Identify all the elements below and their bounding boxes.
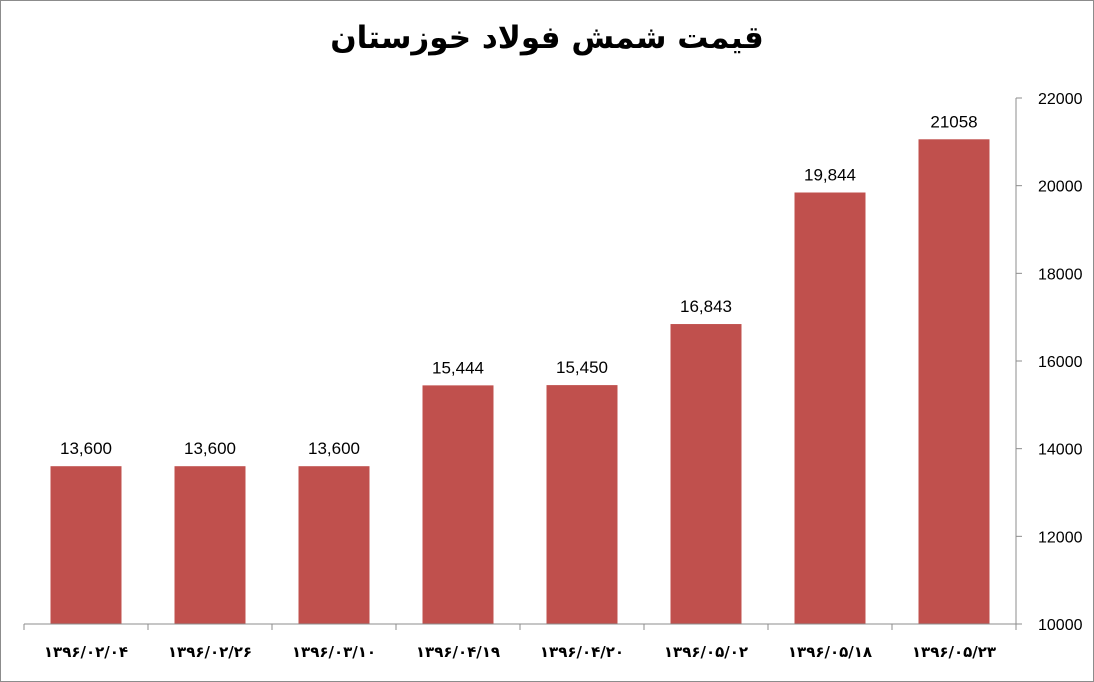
y-tick-label: 14000: [1038, 442, 1083, 459]
bar: [794, 192, 866, 624]
x-tick-label: ۱۳۹۶/۰۵/۱۸: [788, 643, 872, 661]
data-label: 21058: [930, 112, 977, 131]
data-label: 19,844: [804, 166, 856, 185]
data-label: 16,843: [680, 297, 732, 316]
data-label: 15,450: [556, 358, 608, 377]
bar: [918, 139, 990, 624]
y-tick-label: 22000: [1038, 91, 1083, 108]
data-label: 13,600: [60, 439, 112, 458]
bar: [50, 466, 122, 624]
bar: [422, 385, 494, 624]
y-tick-label: 12000: [1038, 529, 1083, 546]
y-tick-label: 16000: [1038, 354, 1083, 371]
chart-title: قیمت شمش فولاد خوزستان: [330, 20, 764, 56]
bar: [298, 466, 370, 624]
x-tick-label: ۱۳۹۶/۰۲/۰۴: [44, 643, 128, 661]
x-tick-label: ۱۳۹۶/۰۴/۲۰: [540, 643, 624, 661]
x-tick-label: ۱۳۹۶/۰۵/۲۳: [912, 643, 996, 661]
x-tick-label: ۱۳۹۶/۰۴/۱۹: [416, 643, 500, 661]
bar: [546, 385, 618, 624]
data-label: 15,444: [432, 358, 484, 377]
x-tick-label: ۱۳۹۶/۰۲/۲۶: [168, 643, 252, 661]
y-tick-label: 10000: [1038, 617, 1083, 634]
x-tick-label: ۱۳۹۶/۰۵/۰۲: [664, 643, 748, 661]
data-label: 13,600: [308, 439, 360, 458]
bar: [174, 466, 246, 624]
y-tick-label: 20000: [1038, 179, 1083, 196]
y-tick-label: 18000: [1038, 266, 1083, 283]
x-tick-label: ۱۳۹۶/۰۳/۱۰: [292, 643, 376, 661]
bar: [670, 324, 742, 624]
data-label: 13,600: [184, 439, 236, 458]
